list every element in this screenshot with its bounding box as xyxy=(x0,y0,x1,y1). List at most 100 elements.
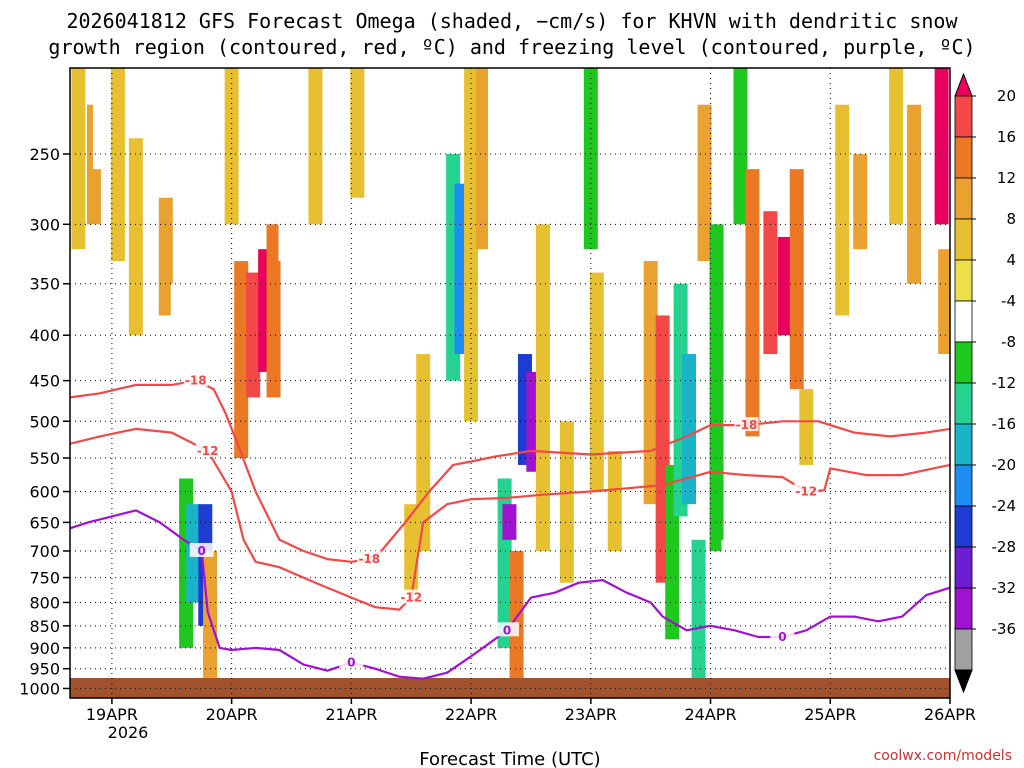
omega-cell xyxy=(777,236,792,336)
credit-text: coolwx.com/models xyxy=(874,748,1012,764)
omega-cell xyxy=(380,577,395,689)
omega-cell xyxy=(889,68,904,225)
contour-label: 0 xyxy=(778,630,786,644)
colorbar-tick-label: 8 xyxy=(1006,210,1016,228)
contour-label: -12 xyxy=(197,444,219,458)
colorbar-swatch xyxy=(954,95,973,138)
omega-cell xyxy=(488,68,503,437)
x-tick-label: 21APR xyxy=(325,705,377,724)
plot-area: -18 -18 -18 -12 -12 -12 0 0 0 0 xyxy=(69,67,951,699)
colorbar-tick-label: 20 xyxy=(997,87,1016,105)
x-axis-label: Forecast Time (UTC) xyxy=(419,749,600,768)
omega-cell xyxy=(721,539,736,648)
colorbar-swatch xyxy=(954,300,973,343)
omega-cell xyxy=(535,224,550,551)
omega-cell xyxy=(278,68,293,262)
x-tick-label: 19APR xyxy=(86,705,138,724)
chart-title-line-1: 2026041812 GFS Forecast Omega (shaded, −… xyxy=(66,9,958,33)
colorbar-swatch xyxy=(954,177,973,220)
colorbar-tick-label: -16 xyxy=(992,415,1017,433)
omega-cell xyxy=(691,539,706,681)
grid-lines xyxy=(70,68,951,698)
omega-cell xyxy=(110,68,125,262)
omega-cell xyxy=(907,104,922,284)
contour-label-bg xyxy=(734,417,759,432)
colorbar-tick-label: 4 xyxy=(1006,251,1016,269)
colorbar-tick-label: -28 xyxy=(992,538,1017,556)
omega-cell xyxy=(476,68,491,250)
contour-label: 0 xyxy=(347,656,355,670)
contour-label-bg xyxy=(189,542,214,557)
y-tick-label: 850 xyxy=(29,617,60,636)
omega-cell xyxy=(416,354,431,551)
colorbar-tick-label: -32 xyxy=(992,579,1017,597)
contour-label-bg xyxy=(770,629,795,644)
omega-cell xyxy=(308,68,323,225)
omega-cell xyxy=(128,138,143,336)
omega-cell xyxy=(266,224,281,398)
colorbar-swatch xyxy=(954,464,973,507)
omega-cell xyxy=(224,68,239,225)
contour-line xyxy=(70,379,950,563)
x-tick-label: 26APR xyxy=(924,705,976,724)
plot-frame xyxy=(69,67,951,699)
y-tick-label: 800 xyxy=(29,593,60,612)
colorbar-swatch xyxy=(954,259,973,302)
omega-cell xyxy=(934,68,949,225)
colorbar-tick-label: -36 xyxy=(992,620,1017,638)
y-tick-label: 650 xyxy=(29,513,60,532)
colorbar-swatch xyxy=(954,218,973,261)
x-tick-label: 23APR xyxy=(565,705,617,724)
colorbar-tick-label: -20 xyxy=(992,456,1017,474)
y-axis: 250 300 350 400 450 500 550 600 650 700 750 800 850 9… xyxy=(19,145,70,698)
omega-cell xyxy=(170,283,185,465)
contour-label: -18 xyxy=(358,552,380,566)
omega-cell xyxy=(811,561,826,681)
contour-label: -18 xyxy=(736,418,758,432)
omega-cell xyxy=(502,504,517,540)
y-tick-label: 1000 xyxy=(19,679,60,698)
omega-cell xyxy=(158,197,173,316)
omega-cell xyxy=(697,104,712,262)
colorbar-swatch xyxy=(954,382,973,425)
colorbar: 20 16 12 8 4 -4 -8 -12 -16 -20 -24 -28 -32 -36 xyxy=(954,72,1017,694)
x-year-label: 2026 xyxy=(108,723,149,742)
y-tick-label: 250 xyxy=(29,145,60,164)
x-tick-label: 22APR xyxy=(445,705,497,724)
y-tick-label: 550 xyxy=(29,449,60,468)
omega-cell xyxy=(871,491,886,631)
omega-cell xyxy=(559,421,574,583)
contour-lines: -18 -18 -18 -12 -12 -12 0 0 0 0 xyxy=(70,372,950,680)
colorbar-tick-label: -8 xyxy=(1001,333,1016,351)
omega-cell xyxy=(938,249,950,355)
contour-label: -12 xyxy=(400,591,422,605)
y-tick-label: 950 xyxy=(29,660,60,679)
omega-cell xyxy=(853,154,868,250)
omega-cell xyxy=(212,68,227,250)
colorbar-tick-label: -4 xyxy=(1001,292,1016,310)
colorbar-swatch xyxy=(954,628,973,671)
contour-label-bg xyxy=(794,483,819,498)
omega-cell xyxy=(234,261,249,458)
omega-cell xyxy=(326,587,341,669)
colorbar-tick-label: -24 xyxy=(992,497,1017,515)
colorbar-swatch xyxy=(954,136,973,179)
omega-cell xyxy=(625,582,640,640)
colorbar-swatch xyxy=(954,341,973,384)
y-tick-label: 400 xyxy=(29,326,60,345)
omega-cell xyxy=(681,354,696,505)
omega-cell xyxy=(434,121,449,364)
colorbar-swatch xyxy=(954,546,973,589)
y-tick-label: 350 xyxy=(29,275,60,294)
omega-cell xyxy=(733,68,748,225)
omega-cell xyxy=(246,272,261,398)
omega-shading xyxy=(71,68,950,689)
colorbar-tick-label: 16 xyxy=(997,128,1016,146)
contour-label: 0 xyxy=(503,623,511,637)
omega-cell xyxy=(589,272,604,492)
colorbar-cap-bottom xyxy=(954,669,973,694)
colorbar-swatch xyxy=(954,505,973,548)
colorbar-swatch xyxy=(954,423,973,466)
omega-cell xyxy=(350,68,365,198)
